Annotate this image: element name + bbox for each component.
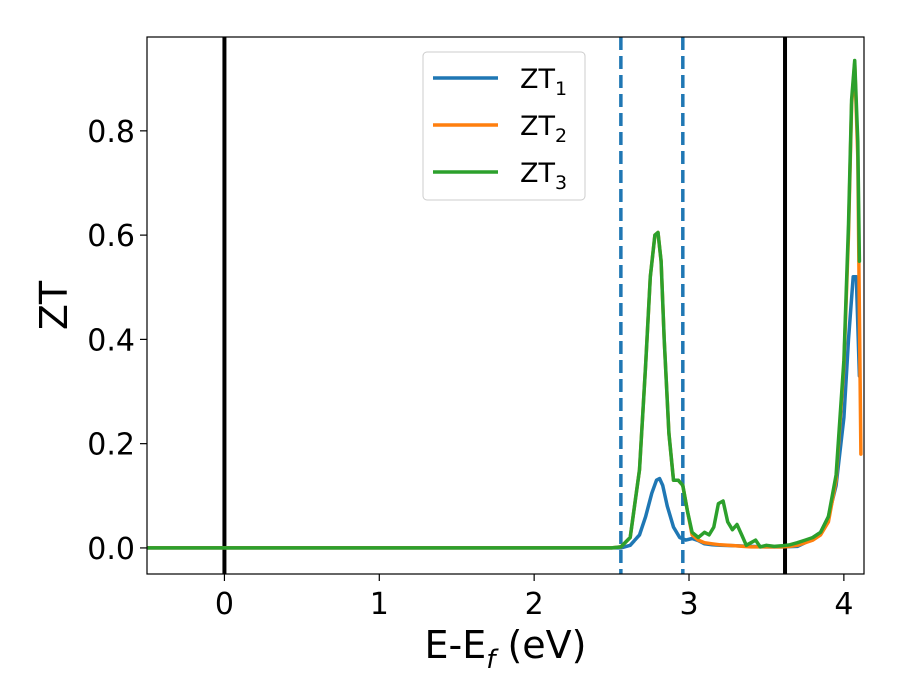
y-tick-label: 0.4 xyxy=(87,323,135,358)
x-tick-label: 2 xyxy=(525,587,544,622)
x-tick-label: 0 xyxy=(215,587,234,622)
axes-frame xyxy=(146,36,865,575)
y-tick-label: 0.0 xyxy=(87,532,135,567)
series-line-zt1 xyxy=(147,275,862,550)
legend: ZT1 ZT2 ZT3 xyxy=(422,51,586,201)
legend-label-zt1: ZT1 xyxy=(520,64,567,100)
x-axis-label: E-Ef (eV) xyxy=(425,623,587,675)
legend-box xyxy=(422,51,586,201)
y-tick-label: 0.6 xyxy=(87,219,135,254)
y-tick-label: 0.2 xyxy=(87,428,135,463)
x-tick-label: 3 xyxy=(679,587,698,622)
y-axis-label: ZT xyxy=(32,280,76,330)
x-axis-ticks: 0 1 2 3 4 xyxy=(215,574,853,622)
series-lines xyxy=(147,58,863,550)
legend-label-zt2: ZT2 xyxy=(520,111,567,147)
x-tick-label: 1 xyxy=(370,587,389,622)
x-tick-label: 4 xyxy=(834,587,853,622)
legend-label-zt3: ZT3 xyxy=(520,158,567,194)
y-axis-ticks: 0.0 0.2 0.4 0.6 0.8 xyxy=(87,115,147,567)
series-line-zt3 xyxy=(147,58,862,550)
y-tick-label: 0.8 xyxy=(87,115,135,150)
